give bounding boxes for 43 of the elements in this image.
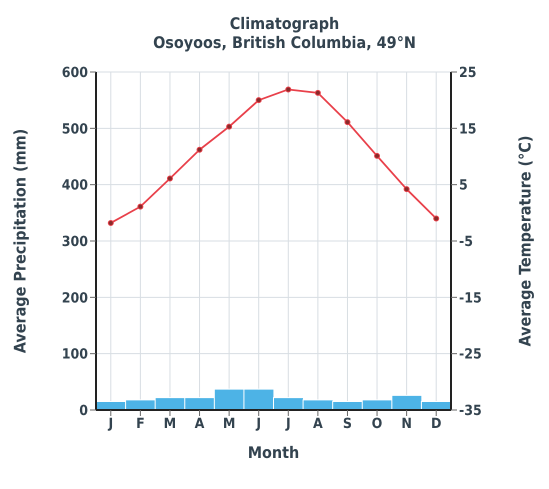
x-tick-label: D [430,416,442,432]
y-tick-label: 200 [62,290,88,306]
y2-tick-label: -15 [459,290,482,306]
y2-tick-label: 25 [459,64,477,81]
x-tick-label: N [401,416,412,432]
x-tick-label: J [284,416,291,432]
x-tick-label: F [136,416,145,432]
x-axis-title: Month [248,443,300,462]
point [404,186,410,192]
x-tick-label: O [372,416,383,432]
point [285,86,292,92]
y-tick-label: 500 [62,121,88,138]
y-tick-label: 300 [62,234,88,250]
point [256,97,262,104]
point [196,146,203,153]
x-tick-label: J [107,416,114,432]
y2-axis-title: Average Temperature (°C) [516,136,535,346]
y-tick-label: 600 [62,64,88,81]
x-tick-label: M [164,416,176,432]
x-tick-label: J [255,416,262,432]
y2-tick-label: 5 [459,178,468,194]
point [226,124,232,130]
y2-tick-label: -5 [459,234,473,250]
point [137,204,144,210]
y2-tick-label: -25 [459,346,482,363]
y2-tick-label: 15 [459,121,477,138]
x-tick-label: A [194,416,205,432]
y2-tick-label: -35 [459,402,482,419]
chart-title: Climatograph [228,14,340,33]
chart-subtitle: Osoyoos, British Columbia, 49°N [152,33,417,52]
x-tick-label: A [313,416,323,432]
point [433,215,440,222]
y-tick-label: 100 [62,346,88,363]
point [374,152,380,159]
x-tick-label: S [342,416,352,432]
point [344,119,350,126]
point [108,220,114,226]
y-axis-title: Average Precipitation (mm) [10,128,30,354]
point [166,175,173,182]
point [314,90,321,96]
y-tick-label: 400 [62,178,88,194]
y-tick-label: 0 [79,402,88,419]
x-tick-label: M [222,416,236,432]
